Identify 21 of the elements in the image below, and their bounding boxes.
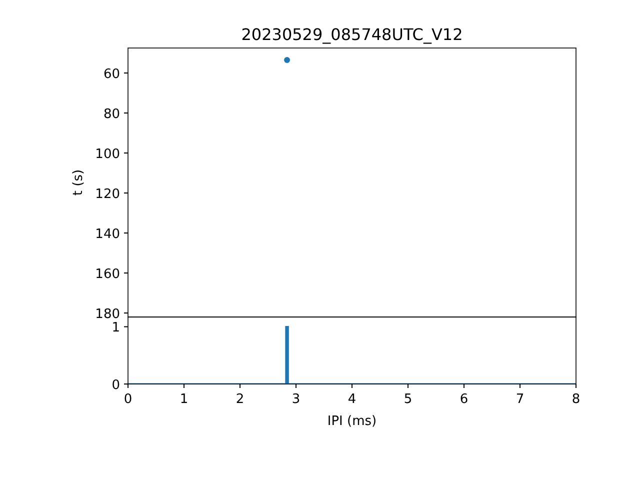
x-tick-label: 7 (516, 392, 524, 407)
chart-title: 20230529_085748UTC_V12 (241, 25, 463, 44)
x-tick-label: 2 (236, 392, 244, 407)
x-axis-title: IPI (ms) (327, 414, 377, 429)
y-tick-label: 0 (112, 378, 120, 393)
y-tick-label: 60 (103, 67, 120, 82)
y-tick-label: 120 (95, 187, 120, 202)
y-tick-label: 140 (95, 227, 120, 242)
y-tick-label: 100 (95, 147, 120, 162)
x-tick-label: 3 (292, 392, 300, 407)
x-tick-label: 8 (572, 392, 580, 407)
x-tick-label: 1 (180, 392, 188, 407)
x-tick-label: 6 (460, 392, 468, 407)
y-tick-label: 180 (95, 307, 120, 322)
x-tick-label: 0 (124, 392, 132, 407)
y-tick-label: 160 (95, 267, 120, 282)
y-tick-label: 80 (103, 107, 120, 122)
y-axis-title: t (s) (71, 169, 86, 196)
x-tick-label: 4 (348, 392, 356, 407)
y-tick-label: 1 (112, 320, 120, 336)
x-tick-label: 5 (404, 392, 412, 407)
